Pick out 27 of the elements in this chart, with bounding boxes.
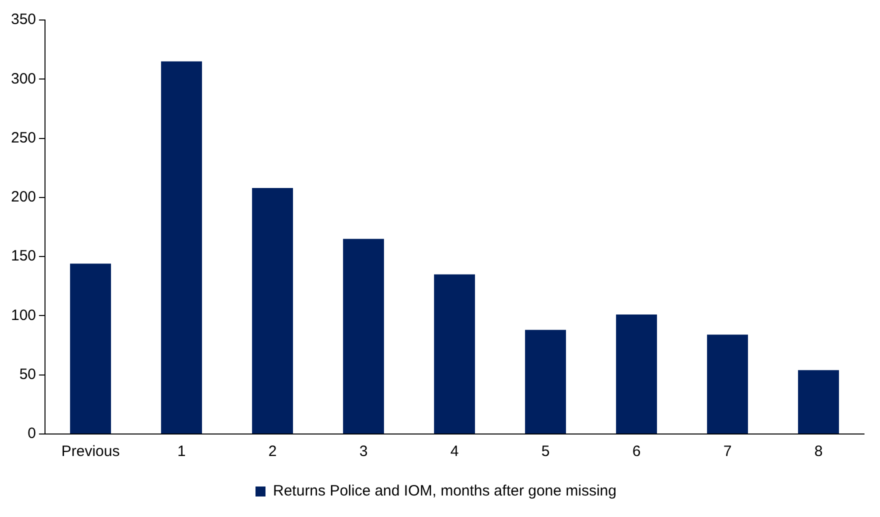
y-tick-label: 250 (10, 129, 36, 146)
bar (70, 264, 111, 434)
x-tick-label: 4 (450, 443, 459, 460)
bar (798, 370, 839, 434)
y-tick-label: 200 (10, 188, 36, 206)
x-tick-label: 5 (541, 443, 550, 460)
bar (707, 334, 748, 434)
y-tick-label: 100 (10, 306, 36, 324)
x-tick-label: 7 (723, 443, 732, 460)
bar (616, 314, 657, 434)
y-tick-label: 300 (10, 70, 36, 88)
bar (252, 188, 293, 434)
legend-label: Returns Police and IOM, months after gone missing (273, 482, 617, 500)
y-tick-label: 0 (28, 425, 36, 442)
y-tick-label: 350 (10, 11, 36, 28)
bar (434, 274, 475, 434)
x-tick-label: 3 (359, 443, 368, 460)
bar (343, 238, 384, 434)
x-tick-label: 8 (814, 443, 823, 460)
x-tick-label: 2 (268, 443, 277, 460)
x-tick-label: 6 (632, 443, 641, 460)
x-tick-label: 1 (177, 443, 186, 460)
x-tick-label: Previous (61, 443, 120, 460)
y-tick-label: 150 (10, 248, 36, 265)
bar (525, 330, 566, 434)
bar (161, 61, 202, 434)
y-tick-label: 50 (19, 366, 36, 383)
